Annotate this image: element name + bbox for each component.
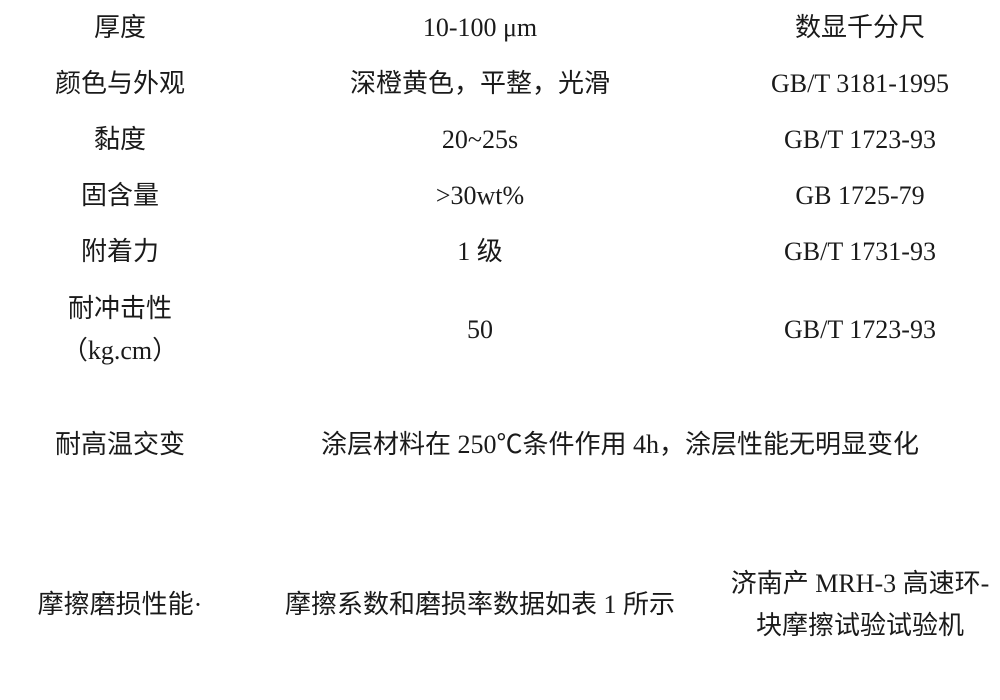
cell-standard: GB/T 1731-93 — [720, 224, 1000, 280]
cell-standard: 济南产 MRH-3 高速环-块摩擦试验试验机 — [720, 510, 1000, 700]
table-row: 耐高温交变 涂层材料在 250℃条件作用 4h，涂层性能无明显变化 — [0, 380, 1000, 510]
cell-standard: GB/T 1723-93 — [720, 112, 1000, 168]
properties-table: 厚度 10-100 μm 数显千分尺 颜色与外观 深橙黄色，平整，光滑 GB/T… — [0, 0, 1000, 700]
cell-property: 摩擦磨损性能· — [0, 510, 240, 700]
cell-value: 深橙黄色，平整，光滑 — [240, 56, 720, 112]
table-row: 颜色与外观 深橙黄色，平整，光滑 GB/T 3181-1995 — [0, 56, 1000, 112]
cell-property: 固含量 — [0, 168, 240, 224]
table-row: 耐冲击性（kg.cm） 50 GB/T 1723-93 — [0, 280, 1000, 380]
cell-property: 耐高温交变 — [0, 380, 240, 510]
cell-property: 颜色与外观 — [0, 56, 240, 112]
table-row: 摩擦磨损性能· 摩擦系数和磨损率数据如表 1 所示 济南产 MRH-3 高速环-… — [0, 510, 1000, 700]
cell-property: 厚度 — [0, 0, 240, 56]
cell-value-text: 10-100 μm — [423, 13, 537, 42]
cell-property: 附着力 — [0, 224, 240, 280]
table-row: 固含量 >30wt% GB 1725-79 — [0, 168, 1000, 224]
cell-value: 50 — [240, 280, 720, 380]
cell-standard: GB/T 3181-1995 — [720, 56, 1000, 112]
table-row: 附着力 1 级 GB/T 1731-93 — [0, 224, 1000, 280]
cell-value: >30wt% — [240, 168, 720, 224]
table-row: 黏度 20~25s GB/T 1723-93 — [0, 112, 1000, 168]
cell-property: 黏度 — [0, 112, 240, 168]
cell-standard: GB/T 1723-93 — [720, 280, 1000, 380]
cell-standard: 数显千分尺 — [720, 0, 1000, 56]
cell-value: 20~25s — [240, 112, 720, 168]
cell-value: 1 级 — [240, 224, 720, 280]
cell-value: 摩擦系数和磨损率数据如表 1 所示 — [240, 510, 720, 700]
cell-value: 10-100 μm — [240, 0, 720, 56]
cell-property: 耐冲击性（kg.cm） — [0, 280, 240, 380]
table-row: 厚度 10-100 μm 数显千分尺 — [0, 0, 1000, 56]
cell-value-wide: 涂层材料在 250℃条件作用 4h，涂层性能无明显变化 — [240, 380, 1000, 510]
cell-standard: GB 1725-79 — [720, 168, 1000, 224]
